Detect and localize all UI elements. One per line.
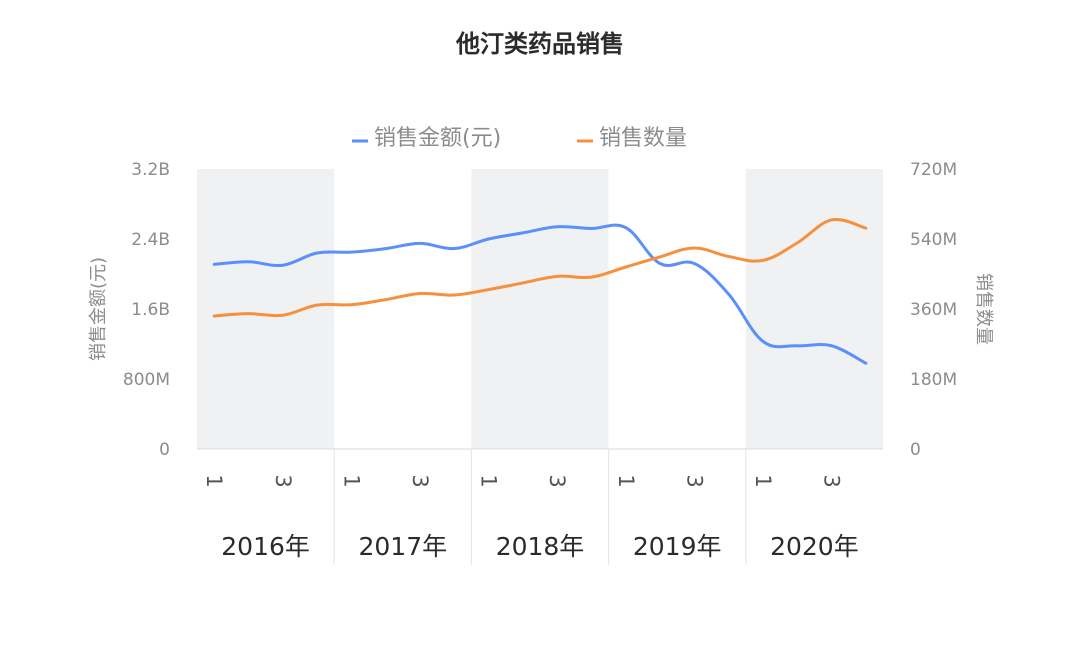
x-group-label: 2019年: [633, 532, 722, 561]
legend-item-amount[interactable]: 销售金额(元): [352, 126, 501, 151]
y-left-tick-label: 1.6B: [131, 300, 170, 320]
y-right-tick-label: 360M: [910, 300, 957, 320]
year-bands: [197, 169, 883, 449]
x-tick-label: 1: [339, 474, 363, 487]
y-left-tick-label: 0: [159, 440, 170, 460]
x-tick-label: 3: [408, 474, 432, 487]
x-tick-label: 1: [751, 474, 775, 487]
x-axis-year-groups: 2016年 2017年 2018年 2019年 2020年: [221, 449, 859, 565]
series-line-quantity: [212, 217, 868, 318]
year-band: [334, 169, 472, 449]
x-group-label: 2016年: [221, 532, 310, 561]
y-right-tick-label: 720M: [910, 160, 957, 180]
y-axis-right-label: 销售数量: [973, 273, 994, 345]
x-tick-label: 1: [614, 474, 638, 487]
year-band: [745, 169, 883, 449]
x-tick-label: 3: [682, 474, 706, 487]
series-lines: [212, 217, 868, 365]
y-axis-right-ticks: 0 180M 360M 540M 720M: [910, 160, 957, 460]
chart-title: 他汀类药品销售: [455, 30, 624, 58]
y-right-tick-label: 0: [910, 440, 921, 460]
y-axis-left-ticks: 0 800M 1.6B 2.4B 3.2B: [123, 160, 170, 460]
x-group-label: 2018年: [496, 532, 585, 561]
legend-label-amount: 销售金额(元): [374, 126, 501, 151]
y-left-tick-label: 2.4B: [131, 230, 170, 250]
x-group-label: 2020年: [770, 532, 859, 561]
y-left-tick-label: 800M: [123, 370, 170, 390]
series-line-amount: [212, 223, 868, 365]
legend-item-quantity[interactable]: 销售数量: [577, 126, 687, 151]
legend[interactable]: 销售金额(元) 销售数量: [352, 126, 687, 151]
x-tick-label: 3: [820, 474, 844, 487]
x-axis-category-labels: 1 3 1 3 1 3 1 3 1 3: [202, 474, 843, 487]
y-right-tick-label: 540M: [910, 230, 957, 250]
year-band: [197, 169, 335, 449]
y-right-tick-label: 180M: [910, 370, 957, 390]
year-band: [608, 169, 746, 449]
x-tick-label: 1: [202, 474, 226, 487]
legend-label-quantity: 销售数量: [599, 126, 687, 151]
x-group-label: 2017年: [358, 532, 447, 561]
x-tick-label: 3: [271, 474, 295, 487]
x-tick-label: 1: [477, 474, 501, 487]
y-left-tick-label: 3.2B: [131, 160, 170, 180]
x-tick-label: 3: [545, 474, 569, 487]
year-band: [471, 169, 609, 449]
y-axis-left-label: 销售金额(元): [88, 257, 109, 361]
